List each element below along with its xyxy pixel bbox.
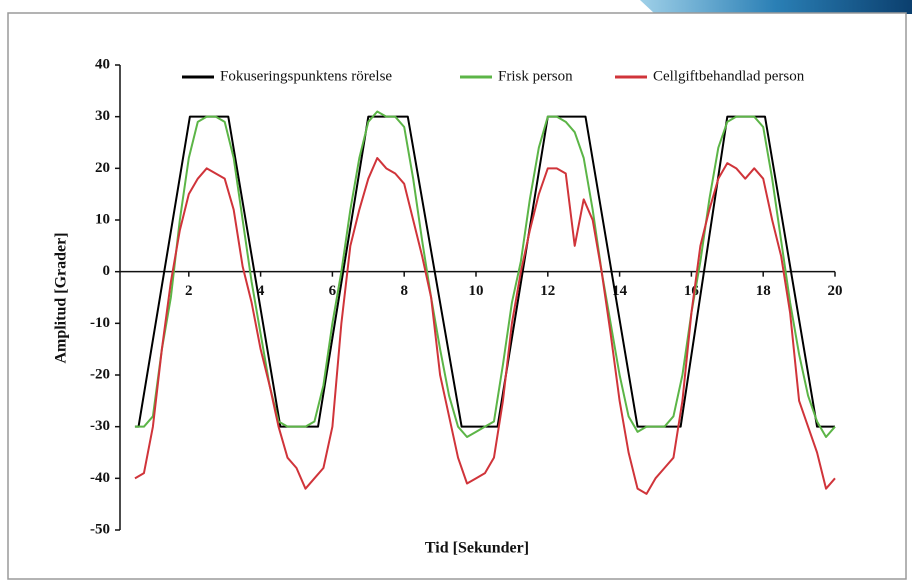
x-tick-label: 18 bbox=[756, 283, 771, 299]
y-tick-label: 30 bbox=[95, 108, 110, 124]
y-axis-label: Amplitud [Grader] bbox=[53, 232, 70, 363]
panel bbox=[8, 13, 906, 579]
x-tick-label: 20 bbox=[828, 283, 843, 299]
x-tick-label: 10 bbox=[469, 283, 484, 299]
x-tick-label: 2 bbox=[185, 283, 193, 299]
legend-label: Fokuseringspunktens rörelse bbox=[220, 68, 392, 84]
y-tick-label: 0 bbox=[103, 263, 111, 279]
y-tick-label: -10 bbox=[90, 315, 110, 331]
decoration bbox=[640, 0, 912, 14]
y-tick-label: 40 bbox=[95, 56, 110, 72]
y-tick-label: -30 bbox=[90, 418, 110, 434]
legend-label: Frisk person bbox=[498, 68, 573, 84]
x-tick-label: 12 bbox=[540, 283, 555, 299]
chart: Tid [Sekunder] Amplitud [Grader] -50 -40 -… bbox=[0, 0, 912, 583]
y-tick-label: -20 bbox=[90, 366, 110, 382]
x-tick-label: 8 bbox=[400, 283, 408, 299]
x-axis-label: Tid [Sekunder] bbox=[425, 540, 529, 557]
y-tick-label: -50 bbox=[90, 521, 110, 537]
y-tick-label: 20 bbox=[95, 160, 110, 176]
x-tick-label: 6 bbox=[329, 283, 337, 299]
y-tick-label: 10 bbox=[95, 211, 110, 227]
legend-label: Cellgiftbehandlad person bbox=[653, 68, 805, 84]
y-tick-label: -40 bbox=[90, 470, 110, 486]
